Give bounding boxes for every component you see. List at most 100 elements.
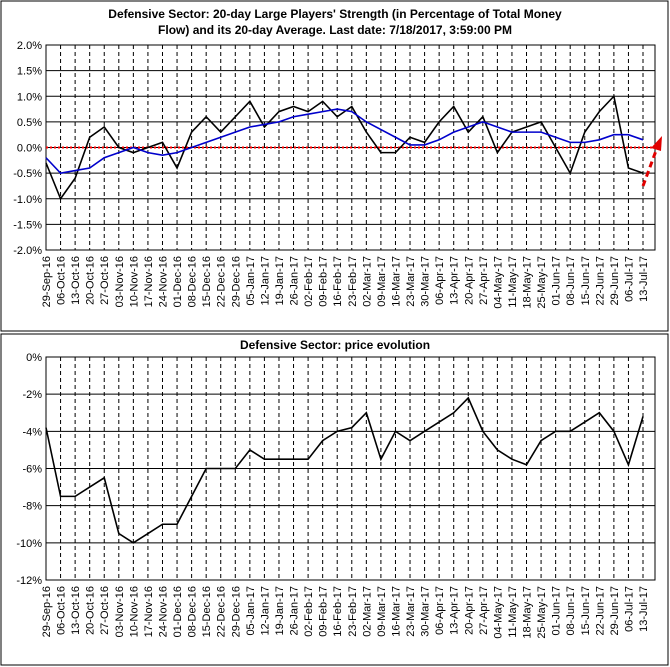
x-tick-label: 22-Jun-17 bbox=[594, 256, 606, 306]
x-tick-label: 20-Apr-17 bbox=[463, 256, 475, 305]
x-tick-label: 19-Jan-17 bbox=[274, 256, 286, 306]
x-tick-label: 18-May-17 bbox=[522, 586, 534, 639]
x-tick-label: 30-Mar-17 bbox=[420, 256, 432, 307]
x-tick-label: 16-Mar-17 bbox=[390, 256, 402, 307]
x-tick-label: 24-Nov-16 bbox=[157, 586, 169, 637]
x-tick-label: 08-Jun-17 bbox=[565, 256, 577, 306]
x-tick-label: 06-Jul-17 bbox=[623, 256, 635, 302]
x-tick-label: 27-Apr-17 bbox=[478, 256, 490, 305]
x-tick-label: 01-Jun-17 bbox=[551, 586, 563, 636]
x-tick-label: 05-Jan-17 bbox=[245, 256, 257, 306]
x-tick-label: 23-Mar-17 bbox=[405, 256, 417, 307]
x-tick-label: 05-Jan-17 bbox=[245, 586, 257, 636]
trend-arrow bbox=[641, 136, 662, 187]
x-tick-label: 08-Dec-16 bbox=[187, 586, 199, 637]
x-tick-label: 11-May-17 bbox=[507, 586, 519, 638]
x-tick-label: 13-Apr-17 bbox=[449, 256, 461, 305]
x-tick-label: 15-Jun-17 bbox=[580, 256, 592, 306]
x-tick-label: 30-Mar-17 bbox=[420, 586, 432, 637]
x-tick-label: 29-Dec-16 bbox=[230, 256, 242, 307]
x-tick-label: 29-Dec-16 bbox=[230, 586, 242, 637]
chart-title: Defensive Sector: 20-day Large Players' … bbox=[108, 7, 562, 21]
x-tick-label: 08-Jun-17 bbox=[565, 586, 577, 636]
x-tick-label: 02-Mar-17 bbox=[361, 586, 373, 637]
x-tick-label: 06-Oct-16 bbox=[56, 586, 68, 635]
y-tick-label: -2% bbox=[22, 389, 42, 401]
x-tick-label: 08-Dec-16 bbox=[187, 256, 199, 307]
x-tick-label: 09-Feb-17 bbox=[318, 256, 330, 307]
y-tick-label: -2.0% bbox=[13, 245, 42, 257]
x-tick-label: 13-Jul-17 bbox=[638, 586, 650, 632]
x-tick-label: 22-Dec-16 bbox=[216, 256, 228, 307]
x-tick-label: 06-Apr-17 bbox=[434, 586, 446, 635]
x-tick-label: 20-Oct-16 bbox=[85, 256, 97, 305]
x-tick-label: 11-May-17 bbox=[507, 256, 519, 308]
x-tick-label: 06-Oct-16 bbox=[56, 256, 68, 305]
x-tick-label: 25-May-17 bbox=[536, 256, 548, 309]
x-tick-label: 03-Nov-16 bbox=[114, 256, 126, 307]
x-tick-label: 29-Jun-17 bbox=[609, 586, 621, 636]
y-tick-label: 0.5% bbox=[17, 117, 42, 129]
y-tick-label: -10% bbox=[16, 538, 42, 550]
x-tick-label: 27-Oct-16 bbox=[99, 256, 111, 305]
x-tick-label: 13-Jul-17 bbox=[638, 256, 650, 302]
x-tick-label: 26-Jan-17 bbox=[289, 256, 301, 306]
y-tick-label: -6% bbox=[22, 464, 42, 476]
y-tick-label: -1.5% bbox=[13, 219, 42, 231]
x-tick-label: 20-Oct-16 bbox=[85, 586, 97, 635]
x-tick-label: 01-Jun-17 bbox=[551, 256, 563, 306]
x-tick-label: 02-Feb-17 bbox=[303, 586, 315, 637]
x-tick-label: 29-Sep-16 bbox=[41, 256, 53, 307]
x-tick-label: 24-Nov-16 bbox=[157, 256, 169, 307]
x-tick-label: 10-Nov-16 bbox=[128, 586, 140, 637]
x-tick-label: 01-Dec-16 bbox=[172, 256, 184, 307]
x-tick-label: 12-Jan-17 bbox=[259, 586, 271, 636]
x-tick-label: 23-Feb-17 bbox=[347, 586, 359, 637]
x-tick-label: 16-Feb-17 bbox=[332, 586, 344, 637]
x-tick-label: 04-May-17 bbox=[492, 586, 504, 639]
x-tick-label: 04-May-17 bbox=[492, 256, 504, 309]
y-tick-label: 1.0% bbox=[17, 91, 42, 103]
x-tick-label: 02-Feb-17 bbox=[303, 256, 315, 307]
y-tick-label: 2.0% bbox=[17, 40, 42, 52]
x-tick-label: 15-Dec-16 bbox=[201, 256, 213, 307]
x-tick-label: 02-Mar-17 bbox=[361, 256, 373, 307]
x-tick-label: 22-Jun-17 bbox=[594, 586, 606, 636]
x-tick-label: 03-Nov-16 bbox=[114, 586, 126, 637]
y-tick-label: 0.0% bbox=[17, 143, 42, 155]
x-tick-label: 09-Feb-17 bbox=[318, 586, 330, 637]
x-tick-label: 27-Oct-16 bbox=[99, 586, 111, 635]
y-tick-label: 0% bbox=[26, 352, 42, 364]
x-tick-label: 16-Feb-17 bbox=[332, 256, 344, 307]
x-tick-label: 19-Jan-17 bbox=[274, 586, 286, 636]
x-tick-label: 06-Jul-17 bbox=[623, 586, 635, 632]
y-tick-label: -1.0% bbox=[13, 194, 42, 206]
y-tick-label: -4% bbox=[22, 426, 42, 438]
x-tick-label: 13-Oct-16 bbox=[70, 256, 82, 305]
x-tick-label: 15-Dec-16 bbox=[201, 586, 213, 637]
x-tick-label: 25-May-17 bbox=[536, 586, 548, 639]
x-tick-label: 16-Mar-17 bbox=[390, 586, 402, 637]
x-tick-label: 01-Dec-16 bbox=[172, 586, 184, 637]
x-tick-label: 06-Apr-17 bbox=[434, 256, 446, 305]
y-tick-label: -0.5% bbox=[13, 168, 42, 180]
x-tick-label: 13-Oct-16 bbox=[70, 586, 82, 635]
x-tick-label: 13-Apr-17 bbox=[449, 586, 461, 635]
chart-title: Flow) and its 20-day Average. Last date:… bbox=[158, 23, 512, 37]
y-tick-label: -12% bbox=[16, 575, 42, 587]
y-tick-label: -8% bbox=[22, 501, 42, 513]
series-line bbox=[45, 108, 644, 174]
x-tick-label: 17-Nov-16 bbox=[143, 256, 155, 307]
x-tick-label: 12-Jan-17 bbox=[259, 256, 271, 306]
x-tick-label: 09-Mar-17 bbox=[376, 256, 388, 307]
x-tick-label: 29-Sep-16 bbox=[41, 586, 53, 637]
x-tick-label: 20-Apr-17 bbox=[463, 586, 475, 635]
x-tick-label: 18-May-17 bbox=[522, 256, 534, 309]
x-tick-label: 27-Apr-17 bbox=[478, 586, 490, 635]
x-tick-label: 09-Mar-17 bbox=[376, 586, 388, 637]
x-tick-label: 10-Nov-16 bbox=[128, 256, 140, 307]
x-tick-label: 17-Nov-16 bbox=[143, 586, 155, 637]
x-tick-label: 26-Jan-17 bbox=[289, 586, 301, 636]
x-tick-label: 23-Feb-17 bbox=[347, 256, 359, 307]
